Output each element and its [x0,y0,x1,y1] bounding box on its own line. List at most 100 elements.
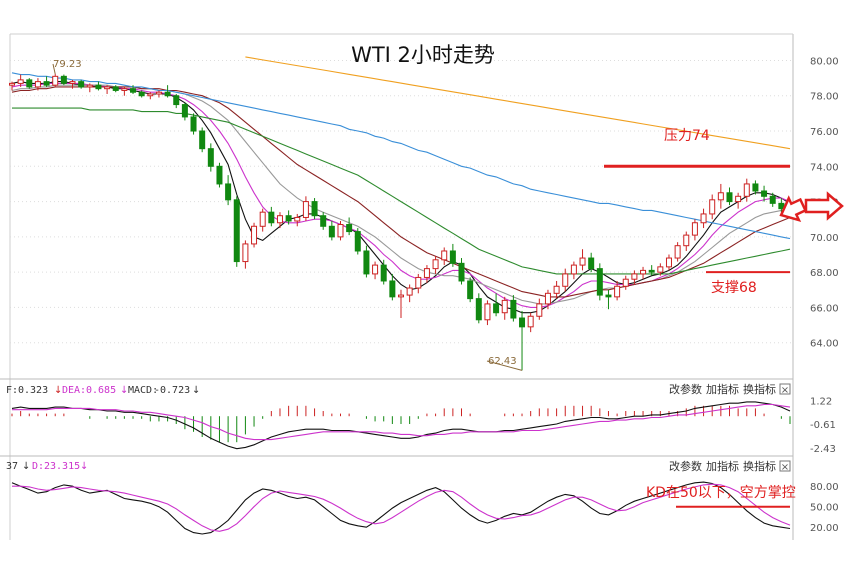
candle-body [34,81,41,88]
candle-body [501,299,508,314]
kd-d-label: D: [32,461,44,472]
candle-body [138,91,145,97]
macd-change-params-button[interactable]: 改参数 [669,382,702,396]
candle-body [9,82,15,86]
candle-body [389,280,396,298]
candle-body [449,250,456,264]
candle-body [614,285,621,298]
candle-body [467,280,474,300]
candle-body [372,264,379,275]
macd-legend-prefix: F: [6,385,18,396]
pressure-label: 压力74 [664,128,710,144]
candle-body [769,195,776,204]
candle-body [484,303,491,321]
price-tick-label: 70.00 [810,233,839,244]
macd-tick-label: -2.43 [810,444,836,455]
candle-body [605,294,612,298]
candle-body [86,84,93,88]
kd-tick-label: 80.00 [810,482,839,493]
kd-close-icon[interactable]: × [781,462,789,473]
macd-tick-label: -0.61 [810,420,836,431]
candle-body [493,303,500,314]
candle-body [752,183,759,192]
candle-body [242,243,249,263]
kd-close-box[interactable] [779,460,791,472]
candle-body [536,303,543,317]
candle-body [60,75,67,84]
kd-tick-label: 50.00 [810,503,839,514]
kd-tick-label: 20.00 [810,523,839,534]
macd-macd-arrow-icon: ↓ [192,385,200,396]
moving-average-line [245,56,791,150]
candle-body [164,91,171,97]
candle-body [778,202,785,210]
kd-d-line [12,483,791,532]
candle-body [95,84,102,90]
candle-body [130,88,137,93]
candle-body [700,213,707,224]
candle-body [199,130,206,150]
candle-body [761,190,768,197]
macd-add-indicator-button[interactable]: 加指标 [706,382,739,396]
kd-k-arrow-icon: ↓ [22,461,30,472]
candles [9,74,793,371]
candle-body [346,224,353,233]
right-arrow-icon [804,191,844,221]
candle-body [155,91,162,95]
high-marker-pointer [52,63,56,75]
candle-body [510,299,517,319]
macd-close-box[interactable] [779,383,791,395]
candle-body [69,81,76,84]
kd-add-indicator-button[interactable]: 加指标 [706,459,739,473]
candle-body [458,262,465,282]
candle-body [173,95,180,106]
candle-body [225,183,232,201]
candle-body [691,222,698,236]
candle-body [398,294,404,298]
candle-body [631,273,638,280]
moving-average-line [11,86,791,298]
macd-panel [11,401,791,450]
macd-dea-arrow-icon: ↓ [120,385,128,396]
candle-body [311,201,318,217]
candle-body [302,201,309,218]
candle-body [683,234,690,247]
kd-change-params-button[interactable]: 改参数 [669,459,702,473]
macd-dea-label: DEA: [62,385,86,396]
high-marker-label: 79.23 [53,59,82,70]
candle-body [294,216,301,222]
macd-dif-line [11,401,791,450]
candle-body [43,81,50,86]
candle-body [52,75,59,86]
price-tick-label: 64.00 [810,339,839,350]
candle-body [735,195,742,203]
candle-body [726,192,733,203]
price-tick-label: 74.00 [810,162,839,173]
axes: 80.0078.0076.0074.0072.0070.0068.0066.00… [52,56,839,534]
candle-body [104,86,111,90]
kd-note-label: KD在50以下，空方掌控 [646,485,796,501]
candle-body [251,225,258,245]
price-tick-label: 78.00 [810,92,839,103]
kd-d-arrow-icon: ↓ [80,461,88,472]
macd-dea-line [12,403,791,441]
kd-switch-indicator-button[interactable]: 换指标 [743,459,776,473]
candle-body [17,79,24,84]
candle-body [553,285,560,294]
kd-legend-prefix: 37 [6,461,18,472]
macd-switch-indicator-button[interactable]: 换指标 [743,382,776,396]
candle-body [674,245,681,259]
candle-body [579,257,586,266]
macd-close-icon[interactable]: × [781,385,789,396]
candle-body [415,276,422,289]
down-arrow-icon [779,195,808,222]
candle-body [665,257,672,268]
candle-body [26,79,33,88]
candle-body [657,266,664,273]
candle-body [588,257,595,270]
candle-body [423,268,430,278]
candle-body [276,215,283,224]
candle-body [190,116,197,132]
candle-body [181,104,188,118]
